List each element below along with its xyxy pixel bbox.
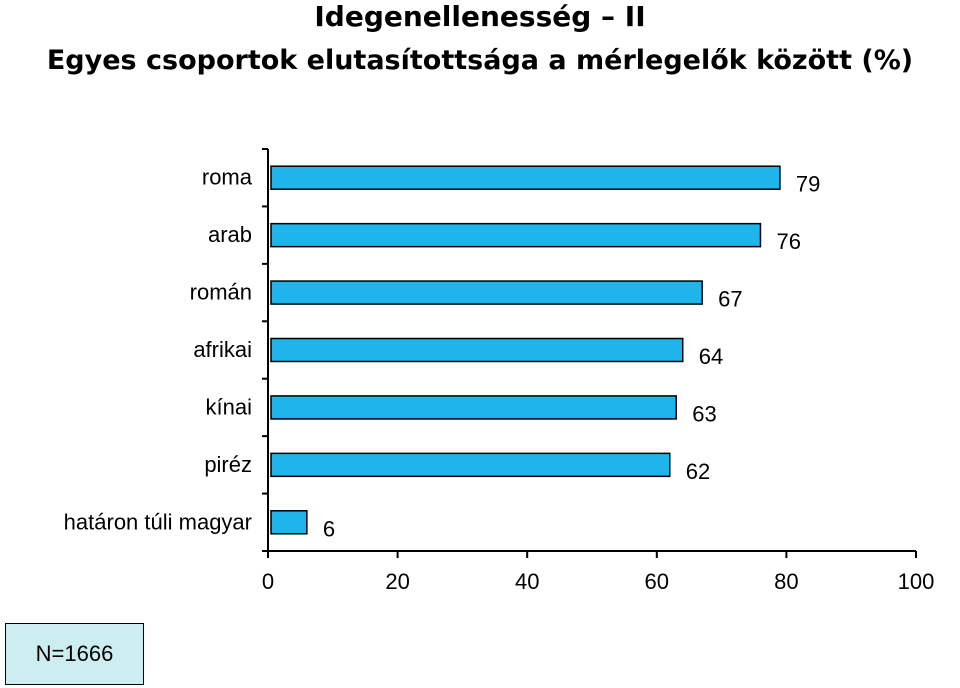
data-label: 63 — [692, 401, 716, 426]
category-label: afrikai — [193, 337, 252, 362]
chart-subtitle: Egyes csoportok elutasítottsága a mérleg… — [46, 45, 914, 76]
x-tick-label: 40 — [515, 569, 539, 594]
category-label: piréz — [204, 452, 252, 477]
bar — [270, 280, 703, 305]
bar — [270, 337, 684, 363]
x-tick-label: 100 — [898, 569, 935, 594]
sample-size-box: N=1666 — [5, 623, 144, 685]
x-tick-label: 60 — [645, 569, 669, 594]
bar — [270, 510, 308, 535]
category-label: kínai — [206, 394, 252, 419]
category-label: roma — [202, 165, 253, 190]
x-tick-label: 0 — [262, 569, 274, 594]
bar — [270, 165, 781, 190]
data-label: 76 — [776, 229, 800, 254]
category-label: arab — [208, 222, 252, 247]
bar — [270, 222, 762, 248]
data-label: 67 — [718, 287, 742, 312]
bar — [270, 395, 677, 420]
category-label: román — [190, 280, 252, 305]
data-label: 64 — [699, 344, 723, 369]
sample-size-label: N=1666 — [35, 641, 114, 666]
data-label: 6 — [323, 516, 335, 541]
chart-title: Idegenellenesség – II — [314, 0, 646, 33]
x-tick-label: 20 — [385, 569, 409, 594]
bar — [270, 452, 671, 478]
data-label: 79 — [796, 172, 820, 197]
x-tick-label: 80 — [774, 569, 798, 594]
data-label: 62 — [686, 459, 710, 484]
category-label: határon túli magyar — [64, 509, 252, 534]
